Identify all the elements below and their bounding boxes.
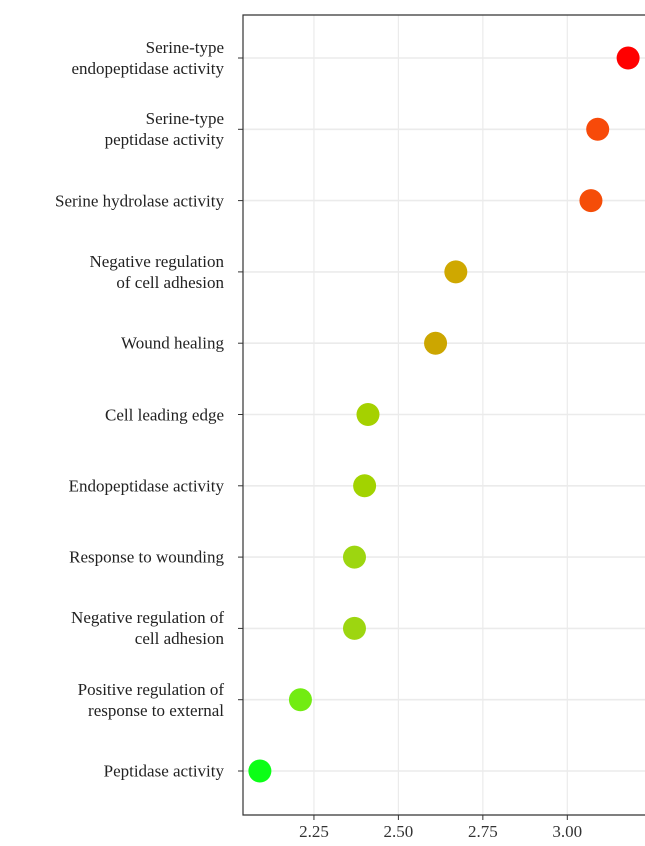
x-tick-label: 2.50	[384, 822, 414, 841]
y-tick-label: Endopeptidase activity	[68, 476, 224, 496]
y-tick-label: Peptidase activity	[103, 761, 224, 781]
dot	[616, 46, 640, 70]
dot	[586, 117, 610, 141]
y-tick-label: Negative regulation of cell adhesion	[71, 608, 224, 649]
dot	[342, 616, 366, 640]
y-tick-label: Positive regulation of response to exter…	[77, 679, 224, 720]
panel-border	[242, 14, 645, 816]
dot	[248, 759, 272, 783]
dot	[353, 474, 377, 498]
dot	[356, 403, 380, 426]
y-tick-label: Cell leading edge	[105, 405, 224, 424]
dot	[288, 688, 312, 712]
y-tick-label: Serine hydrolase activity	[54, 191, 224, 211]
x-tick-label: 2.25	[299, 822, 329, 841]
dot	[444, 260, 468, 284]
y-tick-label: Negative regulation of cell adhesion	[89, 251, 224, 292]
y-tick-label: Wound healing	[121, 333, 224, 353]
y-tick-label: Response to wounding	[69, 547, 224, 567]
y-tick-label: Serine-type peptidase activity	[104, 109, 224, 150]
x-tick-label: 2.75	[468, 822, 498, 841]
x-tick-label: 3.00	[552, 822, 582, 841]
dot	[342, 545, 366, 569]
dot	[579, 189, 603, 213]
dot	[424, 331, 448, 355]
y-tick-label: Serine-type endopeptidase activity	[71, 38, 224, 78]
